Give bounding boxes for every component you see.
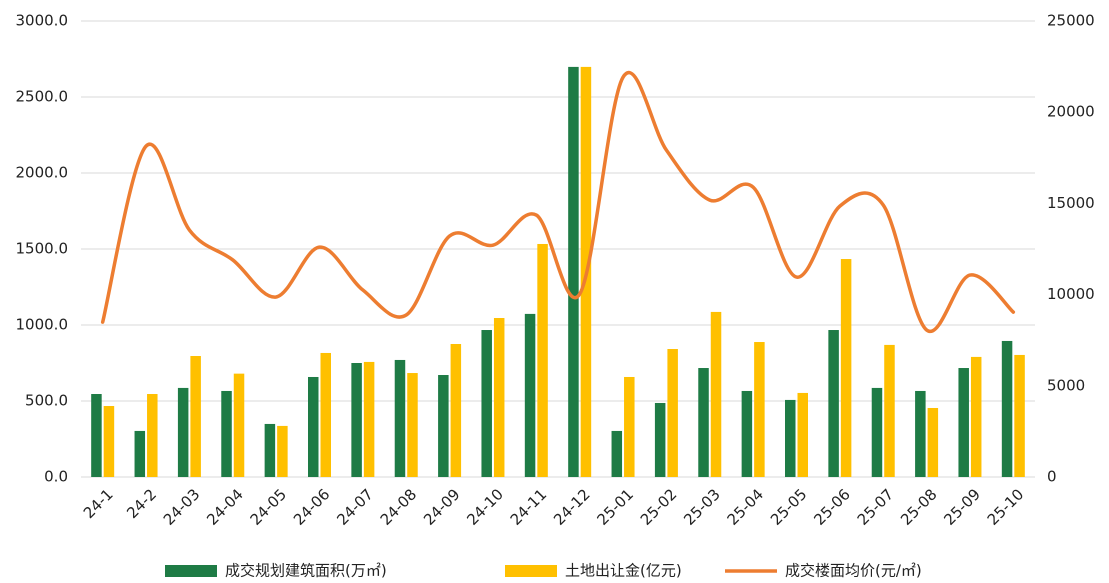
bar [394,359,406,477]
x-tick-label: 24-05 [247,485,291,529]
x-tick-label: 24-10 [463,485,507,529]
bar [710,311,722,477]
bar [871,387,883,477]
y2-tick-label: 20000 [1047,103,1095,121]
y2-tick-label: 5000 [1047,376,1085,394]
x-tick-label: 24-08 [377,485,421,529]
bar [221,390,232,477]
bar [147,394,158,477]
x-tick-label: 24-2 [123,485,160,522]
x-tick-label: 25-10 [984,485,1028,529]
bar [493,318,505,477]
line [100,71,1016,334]
x-tick-label: 24-1 [80,485,117,522]
x-tick-label: 24-12 [550,485,594,529]
bar [351,363,362,477]
y-tick-label: 2500.0 [16,88,69,106]
y-tick-label: 1500.0 [16,240,69,258]
bar [741,390,753,477]
y2-tick-label: 0 [1047,468,1057,486]
x-tick-label: 24-04 [203,485,247,529]
x-tick-label: 25-02 [637,485,681,529]
bar [611,430,623,477]
y-tick-label: 0.0 [44,468,68,486]
bar [840,259,852,477]
bar [970,356,982,477]
bar [103,406,115,477]
y2-tick-label: 15000 [1047,194,1095,212]
bar [754,342,765,477]
legend-label: 土地出让金(亿元) [565,562,682,580]
bar [308,376,319,477]
bar [264,423,276,477]
bar [134,430,146,477]
bar [450,344,462,477]
x-tick-label: 25-03 [680,485,724,529]
x-tick-label: 25-05 [767,485,811,529]
y-tick-label: 1000.0 [16,316,69,334]
x-tick-label: 25-07 [854,485,898,529]
y2-tick-label: 25000 [1047,12,1095,30]
bar [568,66,579,478]
x-tick-label: 25-04 [724,485,768,529]
bar [537,243,548,477]
y-tick-label: 2000.0 [16,164,69,182]
bar [233,373,245,477]
bar [828,330,839,477]
bar [785,399,796,477]
bar [624,376,635,477]
bar [524,313,536,477]
legend-swatch [165,565,217,577]
bar [1014,354,1025,477]
y-tick-label: 3000.0 [16,12,69,30]
y2-tick-label: 10000 [1047,285,1095,303]
bar [190,356,201,477]
bar [320,352,331,477]
x-tick-label: 24-11 [507,485,551,529]
y-tick-label: 500.0 [25,392,68,410]
bar [407,373,418,477]
legend-swatch [505,565,557,577]
bar [177,387,189,477]
bar [698,368,709,477]
legend-label: 成交规划建筑面积(万㎡) [225,562,387,580]
x-tick-label: 24-07 [333,485,377,529]
bar [481,330,492,477]
bar [958,368,969,477]
x-tick-label: 24-06 [290,485,334,529]
bar [91,394,102,477]
bar [363,361,375,477]
x-tick-label: 25-06 [810,485,854,529]
bar [654,402,666,477]
bar [667,349,678,477]
x-tick-label: 24-03 [160,485,204,529]
bar [277,425,288,477]
bar [915,390,926,477]
legend-label: 成交楼面均价(元/㎡) [785,562,922,580]
bar [1001,340,1013,477]
bar [797,392,808,477]
bar [884,344,895,477]
bar [927,407,939,477]
bar [438,375,449,477]
x-tick-label: 25-01 [594,485,638,529]
x-tick-label: 24-09 [420,485,464,529]
x-tick-label: 25-09 [940,485,984,529]
x-tick-label: 25-08 [897,485,941,529]
